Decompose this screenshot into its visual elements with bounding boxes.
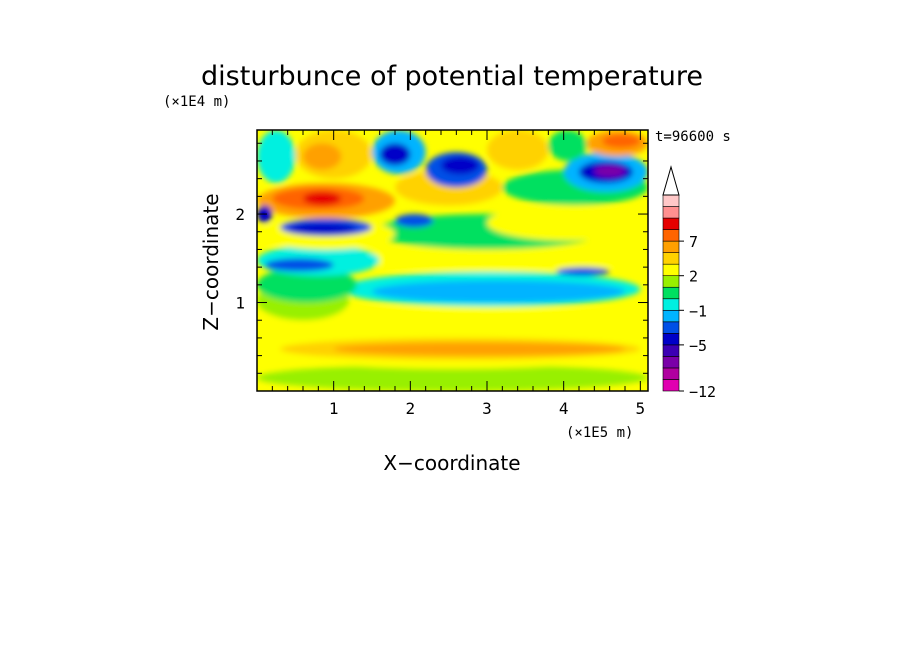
x-tick-label: 5 — [636, 399, 646, 418]
colorbar-tick-label: 2 — [689, 268, 698, 286]
field-region-8 — [257, 267, 357, 303]
field-region-11 — [264, 258, 334, 272]
colorbar-segment — [662, 206, 680, 219]
colorbar-segment — [662, 309, 680, 323]
time-label: t=96600 s — [655, 129, 731, 145]
colorbar-segment — [662, 379, 680, 392]
field-region-27 — [303, 143, 342, 170]
colorbar-segment — [662, 344, 680, 357]
colorbar-segment — [662, 298, 680, 311]
y-tick-label: 1 — [235, 294, 245, 313]
colorbar-segment — [662, 217, 680, 230]
colorbar-segment — [662, 356, 680, 369]
field-region-29 — [379, 143, 411, 166]
field-region-38 — [556, 267, 610, 276]
colorbar-segment — [662, 252, 680, 265]
colorbar-tick-label: −5 — [689, 337, 707, 355]
x-tick-label: 4 — [559, 399, 569, 418]
x-unit-label: (×1E5 m) — [566, 425, 633, 441]
field-region-19 — [303, 191, 342, 206]
x-axis-label: X−coordinate — [383, 451, 520, 475]
colorbar — [662, 165, 680, 392]
colorbar-segment — [662, 240, 680, 253]
colorbar-segment — [662, 321, 680, 334]
field-region-37 — [395, 214, 434, 228]
heatmap-field — [257, 130, 648, 391]
field-region-16 — [287, 222, 357, 234]
field-region-25 — [257, 130, 296, 184]
field-region-7 — [372, 280, 625, 303]
field-region-33 — [548, 130, 587, 161]
field-region-9 — [349, 245, 641, 272]
colorbar-segment — [662, 286, 680, 300]
x-tick-label: 3 — [482, 399, 492, 418]
field-region-31 — [441, 156, 480, 175]
colorbar-tick-label: −1 — [689, 302, 707, 320]
field-region-35 — [602, 134, 641, 148]
colorbar-segment — [662, 367, 680, 380]
colorbar-segment — [662, 263, 680, 277]
colorbar-segment — [662, 333, 680, 346]
colorbar-segment — [662, 229, 680, 242]
field-region-24 — [594, 165, 626, 177]
colorbar-segment — [662, 194, 680, 207]
colorbar-extend-arrow — [662, 165, 680, 196]
tick-labels: 1 2 3 4 5 1 2 — [235, 205, 645, 418]
colorbar-segment — [662, 275, 680, 288]
field-region-0 — [257, 364, 648, 391]
y-axis-label: Z−coordinate — [199, 193, 223, 330]
field-region-4 — [257, 306, 648, 330]
colorbar-labels: 7 2 −1 −5 −12 — [679, 233, 716, 401]
colorbar-tick-label: 7 — [689, 233, 698, 251]
x-tick-label: 2 — [406, 399, 416, 418]
plot-frame — [256, 129, 649, 392]
axes — [257, 130, 648, 391]
y-tick-label: 2 — [235, 205, 245, 224]
field-region-32 — [487, 130, 549, 170]
colorbar-tick-label: −12 — [689, 383, 716, 401]
chart-title: disturbunce of potential temperature — [201, 61, 703, 92]
x-tick-label: 1 — [329, 399, 339, 418]
field-region-3 — [333, 342, 625, 356]
y-unit-label: (×1E4 m) — [163, 94, 230, 110]
field-region-13 — [487, 205, 648, 241]
